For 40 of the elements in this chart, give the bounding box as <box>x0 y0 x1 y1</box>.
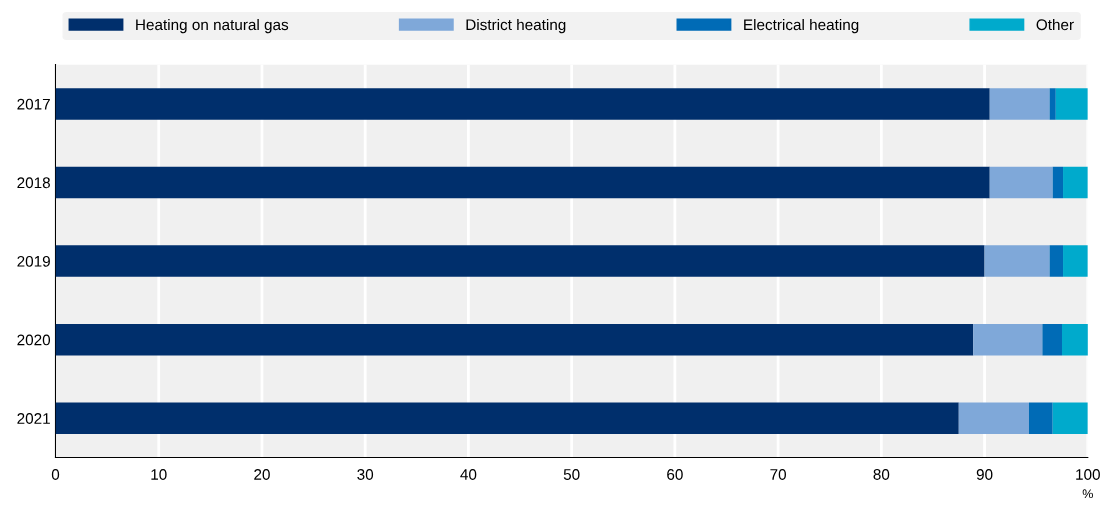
bar <box>1028 402 1053 434</box>
y-tick-label: 2020 <box>17 334 51 346</box>
bar <box>55 88 990 120</box>
bar <box>1049 88 1056 120</box>
x-tick-label: 60 <box>667 469 683 480</box>
bar <box>1042 323 1062 356</box>
legend-label: Other <box>1036 18 1074 31</box>
bar <box>55 323 974 356</box>
x-tick-label: 90 <box>976 469 993 480</box>
x-tick-label: 70 <box>770 469 787 480</box>
legend-label: Electrical heating <box>744 18 859 34</box>
y-tick-label: 2019 <box>17 255 50 267</box>
x-tick-label: 40 <box>460 469 477 480</box>
bar <box>1049 245 1064 277</box>
y-tick-label: 2017 <box>17 98 50 110</box>
bar <box>989 88 1050 120</box>
bar <box>973 323 1043 356</box>
legend-label: Heating on natural gas <box>136 18 289 34</box>
y-tick-label: 2021 <box>17 413 50 424</box>
bar <box>55 402 959 434</box>
x-axis-title: % <box>1082 489 1093 499</box>
y-tick-label: 2018 <box>17 177 50 189</box>
bar <box>984 245 1050 277</box>
legend-label: District heating <box>466 18 566 34</box>
bar <box>1063 166 1088 199</box>
bar <box>1055 88 1088 120</box>
bar <box>55 166 990 199</box>
x-tick-label: 0 <box>51 469 60 480</box>
x-tick-label: 10 <box>151 469 167 480</box>
x-tick-label: 100 <box>1076 469 1100 480</box>
x-tick-label: 80 <box>873 469 890 480</box>
bar <box>989 166 1053 199</box>
x-tick-label: 50 <box>563 469 580 480</box>
bar <box>55 245 985 277</box>
bar <box>1063 245 1088 277</box>
bar <box>1052 166 1064 199</box>
bar <box>958 402 1029 434</box>
x-tick-label: 30 <box>357 469 374 480</box>
x-tick-label: 20 <box>254 469 270 480</box>
bar <box>1052 402 1088 434</box>
